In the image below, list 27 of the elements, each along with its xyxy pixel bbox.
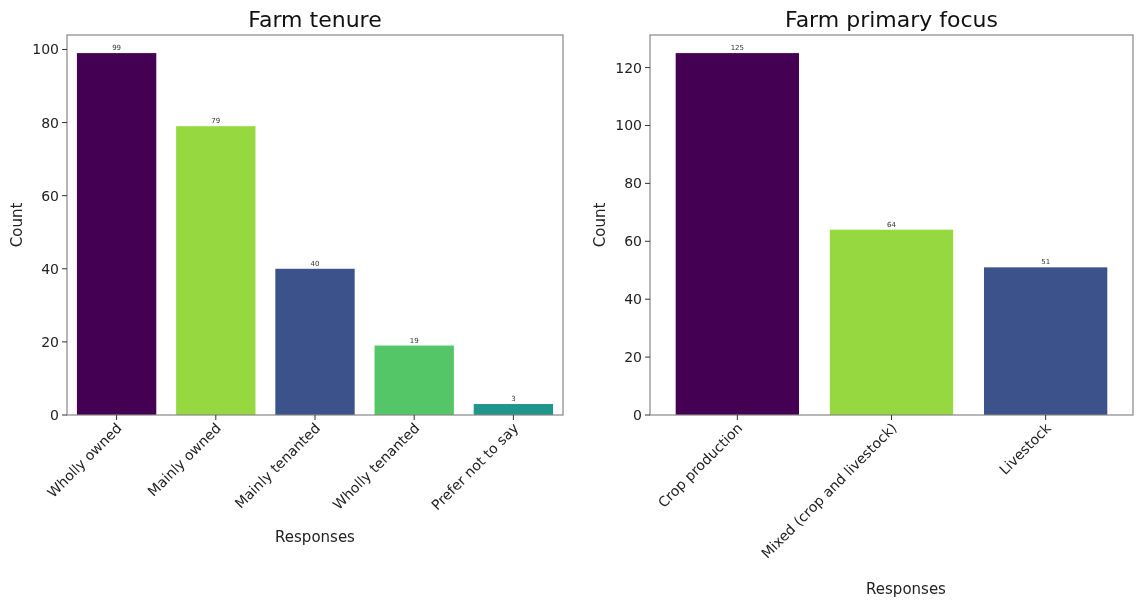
y-tick-label: 80 bbox=[624, 175, 642, 192]
bar bbox=[275, 268, 355, 415]
y-tick-label: 0 bbox=[633, 407, 642, 423]
chart-title: Farm primary focus bbox=[785, 7, 998, 32]
y-tick-label: 40 bbox=[624, 291, 642, 308]
y-tick-label: 60 bbox=[41, 187, 59, 204]
y-tick-label: 80 bbox=[41, 114, 59, 131]
y-tick-label: 20 bbox=[624, 349, 642, 366]
y-tick-label: 60 bbox=[624, 233, 642, 250]
y-axis-title: Count bbox=[591, 202, 609, 248]
bar bbox=[374, 345, 454, 415]
y-tick-label: 120 bbox=[615, 59, 642, 76]
y-axis-title: Count bbox=[8, 202, 26, 248]
bar bbox=[176, 126, 256, 415]
x-axis-title: Responses bbox=[866, 580, 947, 598]
bar bbox=[473, 404, 554, 415]
y-tick-label: 40 bbox=[41, 260, 59, 277]
bar bbox=[983, 267, 1108, 415]
bar bbox=[829, 229, 954, 415]
bar bbox=[675, 53, 800, 415]
y-tick-label: 100 bbox=[32, 41, 59, 58]
chart-title: Farm tenure bbox=[248, 7, 382, 32]
y-tick-label: 100 bbox=[615, 117, 642, 134]
y-tick-label: 0 bbox=[50, 407, 59, 423]
x-axis-title: Responses bbox=[275, 528, 356, 546]
y-tick-label: 20 bbox=[41, 333, 59, 350]
bar bbox=[76, 53, 157, 415]
